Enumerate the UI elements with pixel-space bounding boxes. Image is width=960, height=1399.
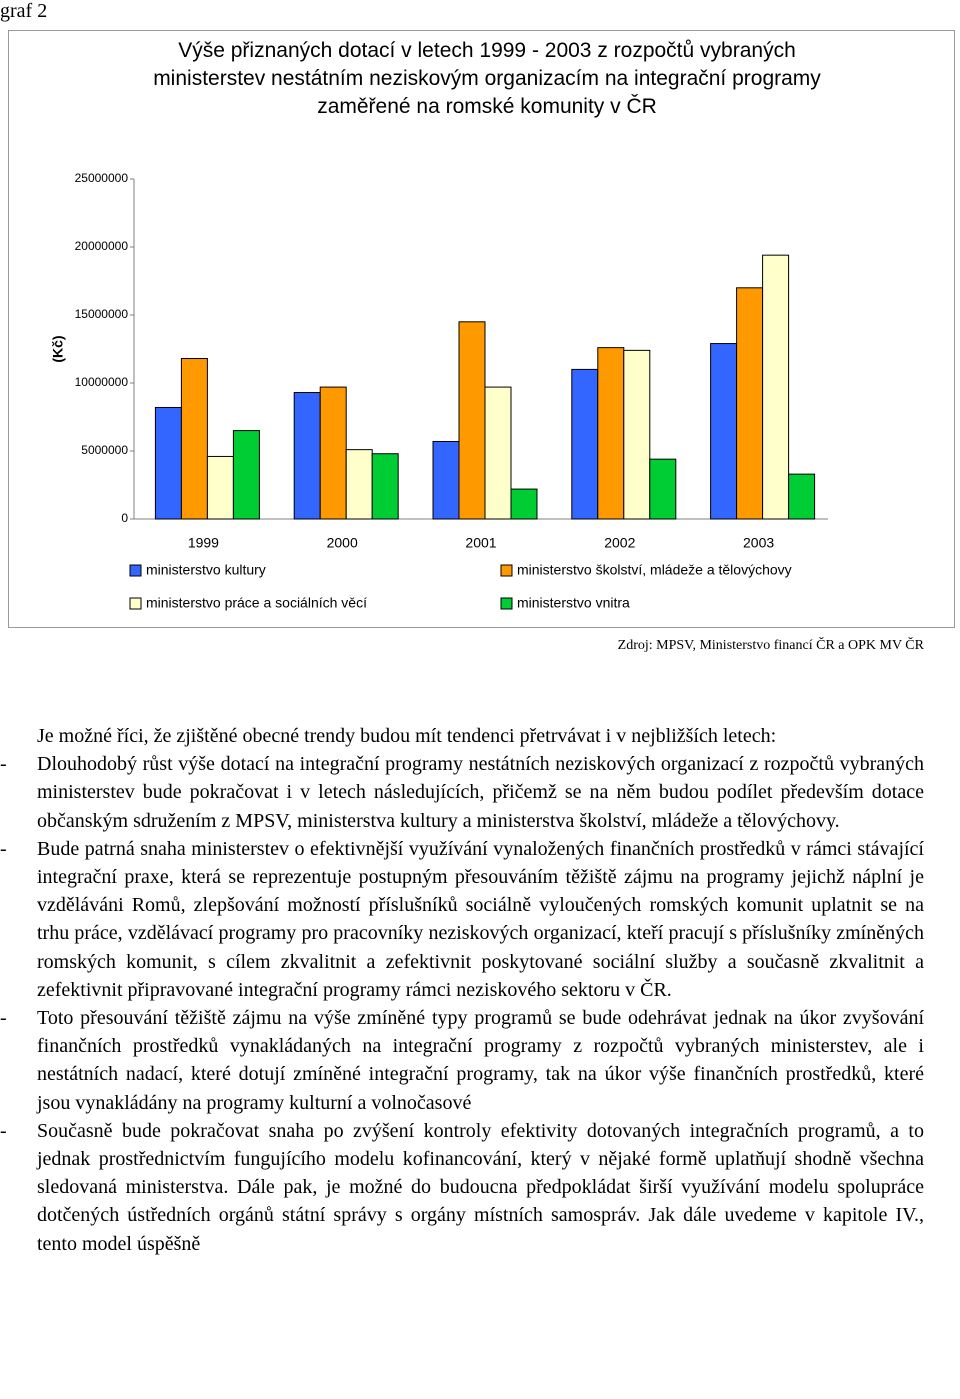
chart-title: Výše přiznaných dotací v letech 1999 - 2… xyxy=(153,39,821,118)
y-tick-label: 10000000 xyxy=(75,375,129,389)
legend-swatch xyxy=(129,597,142,610)
x-tick-label: 2002 xyxy=(604,535,635,551)
legend-label: ministerstvo školství, mládeže a tělovýc… xyxy=(517,562,792,578)
paragraph: Je možné říci, že zjištěné obecné trendy… xyxy=(37,725,777,747)
bar xyxy=(623,349,651,520)
bar xyxy=(649,458,677,520)
bar xyxy=(788,473,816,520)
bullet-text: Současně bude pokračovat snaha po zvýšen… xyxy=(37,1119,924,1255)
y-tick-label: 5000000 xyxy=(81,443,128,457)
y-axis-label: (Kč) xyxy=(50,335,66,362)
bullet-text: Bude patrná snaha ministerstev o efektiv… xyxy=(37,837,924,1001)
bullet-item: - Bude patrná snaha ministerstev o efekti… xyxy=(0,835,924,1004)
legend-swatch xyxy=(500,597,513,610)
legend-label: ministerstvo vnitra xyxy=(517,595,630,611)
figure-label: graf 2 xyxy=(0,0,48,22)
source-note: Zdroj: MPSV, Ministerstvo financí ČR a O… xyxy=(617,638,924,653)
legend-swatch xyxy=(129,564,142,577)
bar xyxy=(432,440,460,520)
bar xyxy=(510,488,538,520)
x-tick-label: 2003 xyxy=(743,535,774,551)
bar xyxy=(293,392,321,520)
bullet-marker: - xyxy=(0,753,7,776)
x-tick-label: 1999 xyxy=(188,535,219,551)
bar xyxy=(180,358,208,520)
bullet-text: Dlouhodobý růst výše dotací na integračn… xyxy=(37,753,924,832)
bar xyxy=(232,430,260,520)
legend-label: ministerstvo kultury xyxy=(146,562,266,578)
x-tick-label: 2001 xyxy=(465,535,496,551)
bar xyxy=(206,455,234,520)
bar xyxy=(371,453,399,520)
bullet-marker: - xyxy=(0,1119,7,1142)
bar xyxy=(736,287,764,520)
bullet-marker: - xyxy=(0,1007,7,1030)
bar xyxy=(571,368,599,520)
y-tick-label: 25000000 xyxy=(75,171,129,185)
legend-swatch xyxy=(500,564,513,577)
bar xyxy=(154,406,182,520)
bar xyxy=(484,386,512,520)
bar xyxy=(762,254,790,520)
bullet-text: Toto přesouvání těžiště zájmu na výše zm… xyxy=(37,1007,924,1114)
body-text: Je možné říci, že zjištěné obecné trendy… xyxy=(0,722,924,1258)
legend-label: ministerstvo práce a sociálních věcí xyxy=(146,595,367,611)
bullet-item: - Současně bude pokračovat snaha po zvýše… xyxy=(0,1117,924,1258)
chart-frame: (Kč) 0 5000000 10000000 15000000 20000000 250… xyxy=(8,30,955,628)
y-tick-label: 0 xyxy=(121,511,128,525)
x-tick-label: 2000 xyxy=(327,535,358,551)
bullet-item: - Toto přesouvání těžiště zájmu na výše z… xyxy=(0,1004,924,1117)
bullet-marker: - xyxy=(0,837,7,860)
bar xyxy=(710,343,738,520)
bar xyxy=(597,347,625,520)
bar xyxy=(458,321,486,520)
bar xyxy=(319,386,347,520)
chart: (Kč) 0 5000000 10000000 15000000 20000000 250… xyxy=(50,171,828,611)
y-tick-label: 15000000 xyxy=(75,307,129,321)
bar xyxy=(345,449,373,520)
bullet-item: - Dlouhodobý růst výše dotací na integrač… xyxy=(0,750,924,835)
y-tick-label: 20000000 xyxy=(75,239,129,253)
